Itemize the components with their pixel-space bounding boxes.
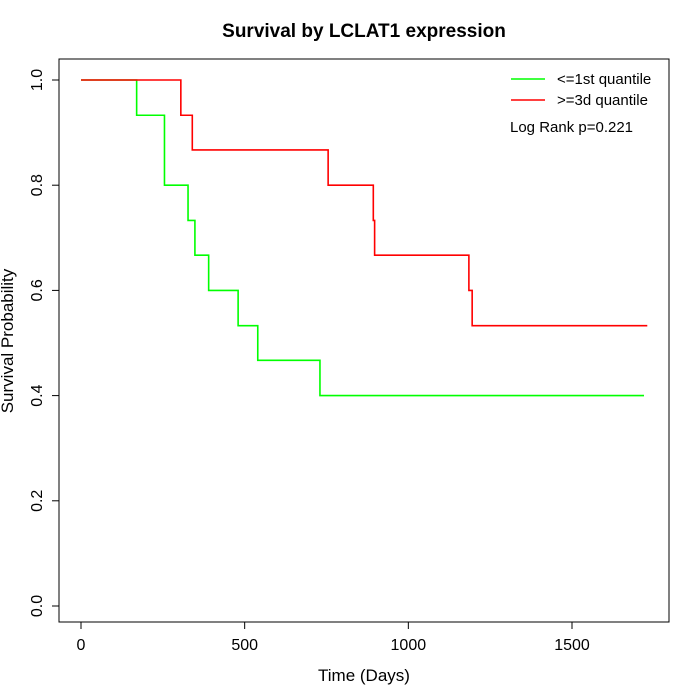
x-tick-label: 1000: [391, 637, 427, 654]
x-tick-label: 1500: [554, 637, 590, 654]
y-tick-label: 0.0: [29, 595, 46, 617]
legend-label: <=1st quantile: [557, 71, 651, 88]
y-tick-label: 0.6: [29, 279, 46, 301]
y-tick-label: 0.2: [29, 490, 46, 512]
series-group: [81, 79, 648, 397]
y-tick-label: 1.0: [29, 69, 46, 91]
x-tick-label: 500: [231, 637, 258, 654]
x-axis-label: Time (Days): [318, 666, 410, 685]
x-tick-label: 0: [77, 637, 86, 654]
legend: <=1st quantile >=3d quantile: [511, 71, 651, 109]
y-axis: 0.0 0.2 0.4 0.6 0.8 1.0: [29, 69, 60, 617]
log-rank-annotation: Log Rank p=0.221: [510, 119, 633, 136]
series-line-low-quantile: [81, 79, 645, 397]
series-line-high-quantile: [81, 79, 648, 327]
y-tick-label: 0.8: [29, 174, 46, 196]
y-tick-label: 0.4: [29, 384, 46, 406]
chart-title: Survival by LCLAT1 expression: [222, 21, 506, 42]
y-axis-label: Survival Probability: [0, 268, 17, 413]
legend-label: >=3d quantile: [557, 92, 648, 109]
x-axis: 0 500 1000 1500: [77, 621, 590, 654]
